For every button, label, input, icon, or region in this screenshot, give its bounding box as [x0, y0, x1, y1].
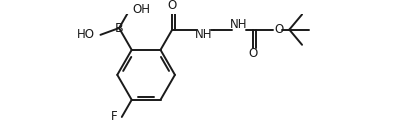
- Text: F: F: [111, 110, 117, 123]
- Text: NH: NH: [195, 28, 212, 41]
- Text: B: B: [115, 22, 123, 35]
- Text: O: O: [274, 23, 283, 36]
- Text: HO: HO: [77, 28, 95, 41]
- Text: NH: NH: [230, 18, 247, 31]
- Text: O: O: [168, 0, 177, 12]
- Text: OH: OH: [133, 3, 151, 16]
- Text: O: O: [249, 47, 258, 60]
